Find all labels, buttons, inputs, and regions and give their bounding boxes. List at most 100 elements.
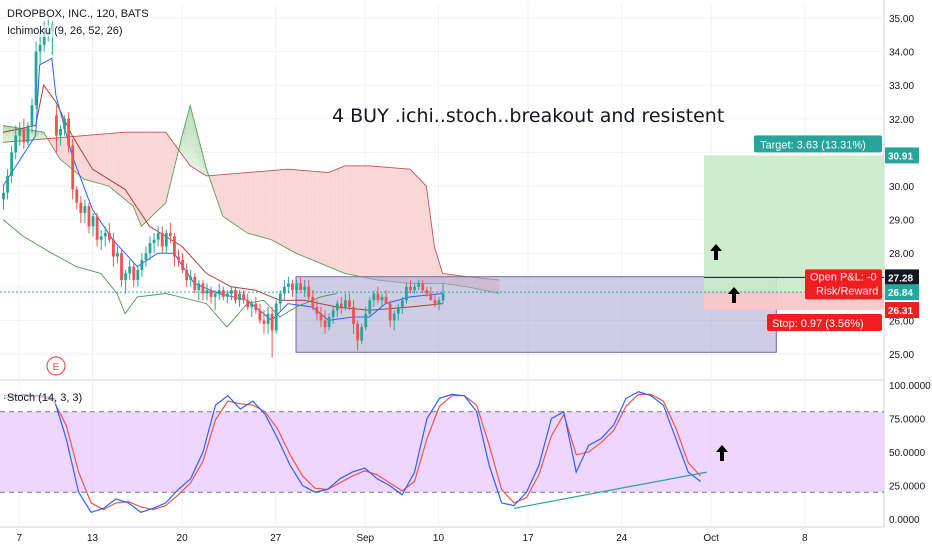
ichimoku-cloud-segment — [365, 165, 370, 279]
candle — [413, 283, 416, 294]
ichimoku-cloud-segment — [92, 134, 97, 183]
candle — [193, 273, 197, 294]
candle-body — [307, 286, 311, 297]
candle-body — [185, 270, 189, 281]
candle-body — [319, 313, 323, 321]
candle-body — [388, 303, 392, 321]
candle-body — [282, 286, 286, 294]
candle-body — [217, 290, 221, 294]
candle — [437, 296, 441, 311]
candle-body — [87, 206, 91, 227]
candle — [258, 303, 262, 324]
candle — [299, 276, 303, 291]
candle-body — [327, 317, 331, 328]
ichimoku-cloud-segment — [381, 166, 386, 281]
ichimoku-cloud-segment — [332, 169, 337, 270]
ichimoku-cloud-segment — [393, 167, 398, 283]
stop-label-box — [767, 313, 882, 331]
candle — [217, 283, 221, 301]
ichimoku-cloud-segment — [287, 169, 292, 251]
candle — [270, 306, 274, 358]
arrow-up-icon — [710, 244, 722, 260]
candle — [30, 98, 34, 133]
price-axis-label: 27.28 — [888, 273, 913, 284]
time-tick-label: 27 — [270, 533, 282, 544]
candle — [63, 115, 66, 136]
candle-body — [250, 303, 254, 307]
candle-body — [6, 175, 9, 193]
ichimoku-cloud-segment — [385, 167, 390, 282]
candle-body — [14, 135, 18, 153]
candle-body — [124, 273, 127, 281]
candle-body — [242, 293, 246, 301]
price-axis-label: 26.84 — [888, 288, 913, 299]
ichimoku-cloud-segment — [430, 216, 435, 284]
candle — [433, 293, 437, 307]
candle-body — [221, 290, 225, 297]
candle — [250, 300, 254, 318]
ichimoku-cloud-segment — [39, 131, 44, 140]
time-tick-label: Sep — [356, 533, 374, 544]
candle-body — [209, 290, 213, 297]
stoch-legend[interactable]: Stoch (14, 3, 3) — [5, 392, 85, 404]
candle-body — [315, 306, 319, 314]
candle — [185, 263, 189, 287]
price-tick-label: 25.00 — [889, 350, 914, 361]
ichimoku-cloud-segment — [348, 165, 354, 276]
candle-body — [335, 303, 339, 311]
candle-body — [291, 283, 294, 291]
candle-body — [409, 286, 412, 291]
candle — [10, 145, 14, 183]
senkou-span-b-line — [2, 131, 500, 281]
candle — [156, 226, 160, 247]
candle-body — [181, 259, 184, 270]
candle-body — [38, 44, 42, 52]
consolidation-box — [295, 276, 777, 353]
candle — [348, 293, 351, 311]
price-tick-label: 29.00 — [889, 216, 914, 227]
candle — [116, 246, 119, 264]
ichimoku-legend[interactable]: Ichimoku (9, 26, 52, 26) — [5, 25, 125, 37]
ichimoku-cloud-segment — [291, 169, 297, 254]
ichimoku-cloud-segment — [344, 165, 349, 275]
candle — [173, 233, 176, 267]
ichimoku-cloud-segment — [308, 170, 313, 260]
candle — [425, 286, 429, 297]
candle — [327, 313, 331, 331]
candle-body — [160, 233, 164, 247]
ichimoku-cloud-segment — [133, 132, 138, 217]
candle — [197, 280, 201, 301]
stoch-k-line — [3, 391, 701, 514]
ichimoku-cloud-segment — [161, 132, 166, 207]
time-tick-label: 17 — [522, 533, 534, 544]
price-axis-label-box — [885, 269, 919, 286]
candle — [87, 202, 91, 234]
candle-body — [437, 300, 441, 304]
candle-body — [201, 283, 205, 294]
candle — [238, 290, 241, 307]
candle-body — [156, 233, 160, 240]
ichimoku-cloud-segment — [112, 132, 117, 193]
candle-body — [2, 192, 5, 200]
candle-body — [246, 300, 250, 307]
ichimoku-cloud-segment — [76, 135, 81, 176]
candle-body — [67, 118, 71, 146]
candle-body — [413, 286, 416, 291]
candle-body — [230, 290, 233, 294]
arrow-up-icon — [716, 445, 728, 461]
ichimoku-cloud-segment — [267, 170, 272, 240]
candle — [364, 306, 368, 331]
candle-body — [441, 293, 445, 301]
ichimoku-cloud-segment — [137, 132, 142, 227]
candle-body — [205, 290, 209, 294]
candle-body — [213, 293, 217, 297]
candle-body — [132, 266, 136, 281]
pnl-label: Open P&L: -0 — [810, 271, 877, 283]
symbol-title: DROPBOX, INC., 120, BATS — [5, 8, 151, 20]
ichimoku-cloud-segment — [108, 133, 113, 190]
ichimoku-cloud-segment — [414, 173, 419, 284]
stoch-d-line — [4, 393, 702, 511]
candle-body — [136, 270, 140, 281]
candle-body — [91, 216, 95, 227]
